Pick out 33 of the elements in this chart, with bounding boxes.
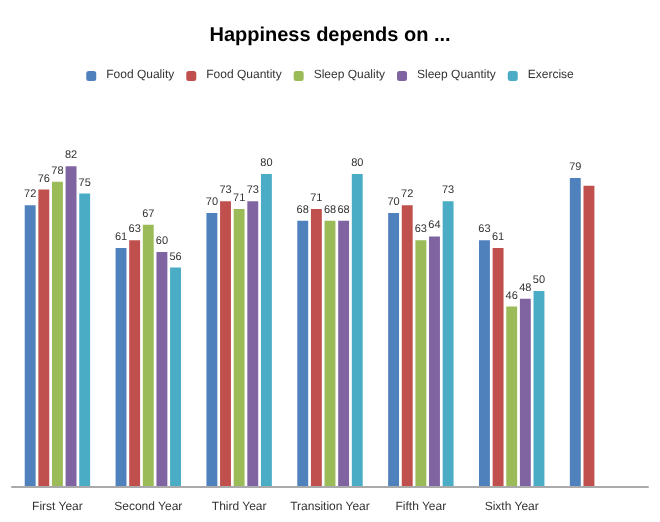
bar xyxy=(338,220,350,486)
bar xyxy=(310,209,322,486)
bar xyxy=(65,166,77,486)
bar xyxy=(247,201,259,486)
bar xyxy=(142,224,154,486)
bar xyxy=(415,240,427,486)
bar xyxy=(324,220,336,486)
bar xyxy=(583,185,595,486)
bar xyxy=(170,267,181,486)
bar xyxy=(51,181,63,486)
bar xyxy=(297,220,309,486)
bar xyxy=(492,248,504,486)
bar xyxy=(38,189,50,486)
bar xyxy=(115,248,127,486)
bar xyxy=(260,174,272,486)
bar xyxy=(569,177,581,486)
bar xyxy=(24,205,36,486)
bar xyxy=(206,213,218,486)
bar xyxy=(156,252,168,486)
bar xyxy=(479,240,490,486)
bar xyxy=(220,201,231,486)
chart-title: Happiness depends on ... xyxy=(209,25,452,47)
bar xyxy=(429,236,440,486)
bar xyxy=(129,240,141,486)
bar xyxy=(351,174,363,486)
bar xyxy=(233,209,245,486)
bar xyxy=(533,291,545,486)
bar xyxy=(401,205,413,486)
bar xyxy=(388,213,400,486)
bar xyxy=(506,306,518,486)
bar xyxy=(442,201,454,486)
bar xyxy=(519,298,531,486)
bar xyxy=(79,193,91,486)
